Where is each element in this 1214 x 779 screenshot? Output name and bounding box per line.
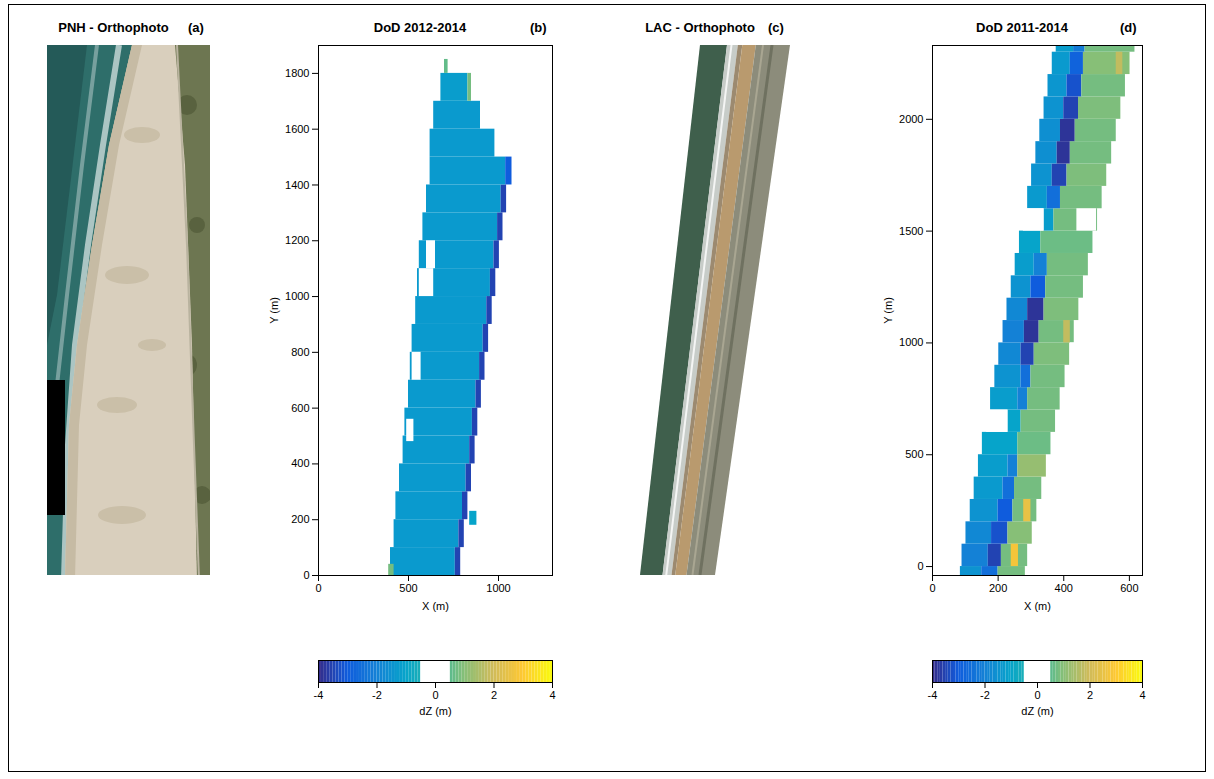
svg-text:600: 600 [1120,582,1138,594]
html-text:DoD 2012-2014: DoD 2012-2014 [373,20,467,35]
svg-text:4: 4 [549,689,555,701]
html-text:(c): (c) [768,20,784,35]
svg-text:Y (m): Y (m) [268,297,280,324]
html-text:DoD 2011-2014: DoD 2011-2014 [976,20,1068,35]
html-text:PNH - Orthophoto: PNH - Orthophoto [58,20,169,35]
svg-text:500: 500 [399,582,417,594]
svg-text:1400: 1400 [285,178,309,190]
svg-text:0: 0 [432,689,438,701]
svg-text:-4: -4 [928,689,938,701]
svg-text:-2: -2 [372,689,382,701]
svg-text:2: 2 [1087,689,1093,701]
svg-text:1800: 1800 [285,67,309,79]
html-text:LAC - Orthophoto: LAC - Orthophoto [645,20,755,35]
svg-text:0: 0 [315,582,321,594]
svg-text:dZ (m): dZ (m) [419,705,451,717]
svg-text:1600: 1600 [285,123,309,135]
svg-text:1000: 1000 [486,582,510,594]
svg-text:dZ (m): dZ (m) [1021,705,1053,717]
svg-text:0: 0 [929,582,935,594]
svg-text:-2: -2 [980,689,990,701]
svg-text:0: 0 [1034,689,1040,701]
svg-text:0: 0 [917,560,923,572]
html-text:(a): (a) [188,20,204,35]
svg-text:1200: 1200 [285,234,309,246]
svg-text:200: 200 [291,513,309,525]
svg-text:2000: 2000 [899,113,923,125]
svg-text:600: 600 [291,402,309,414]
svg-text:500: 500 [905,448,923,460]
html-text:(b): (b) [530,20,547,35]
svg-text:X (m): X (m) [422,600,449,612]
svg-text:Y (m): Y (m) [882,297,894,324]
svg-text:200: 200 [989,582,1007,594]
svg-text:0: 0 [303,569,309,581]
svg-text:2: 2 [491,689,497,701]
svg-text:X (m): X (m) [1024,600,1051,612]
svg-text:1000: 1000 [899,336,923,348]
svg-text:1500: 1500 [899,225,923,237]
svg-text:4: 4 [1139,689,1145,701]
svg-text:800: 800 [291,346,309,358]
html-text:(d): (d) [1120,20,1137,35]
svg-text:1000: 1000 [285,290,309,302]
svg-text:400: 400 [291,457,309,469]
svg-text:-4: -4 [314,689,324,701]
svg-text:400: 400 [1055,582,1073,594]
